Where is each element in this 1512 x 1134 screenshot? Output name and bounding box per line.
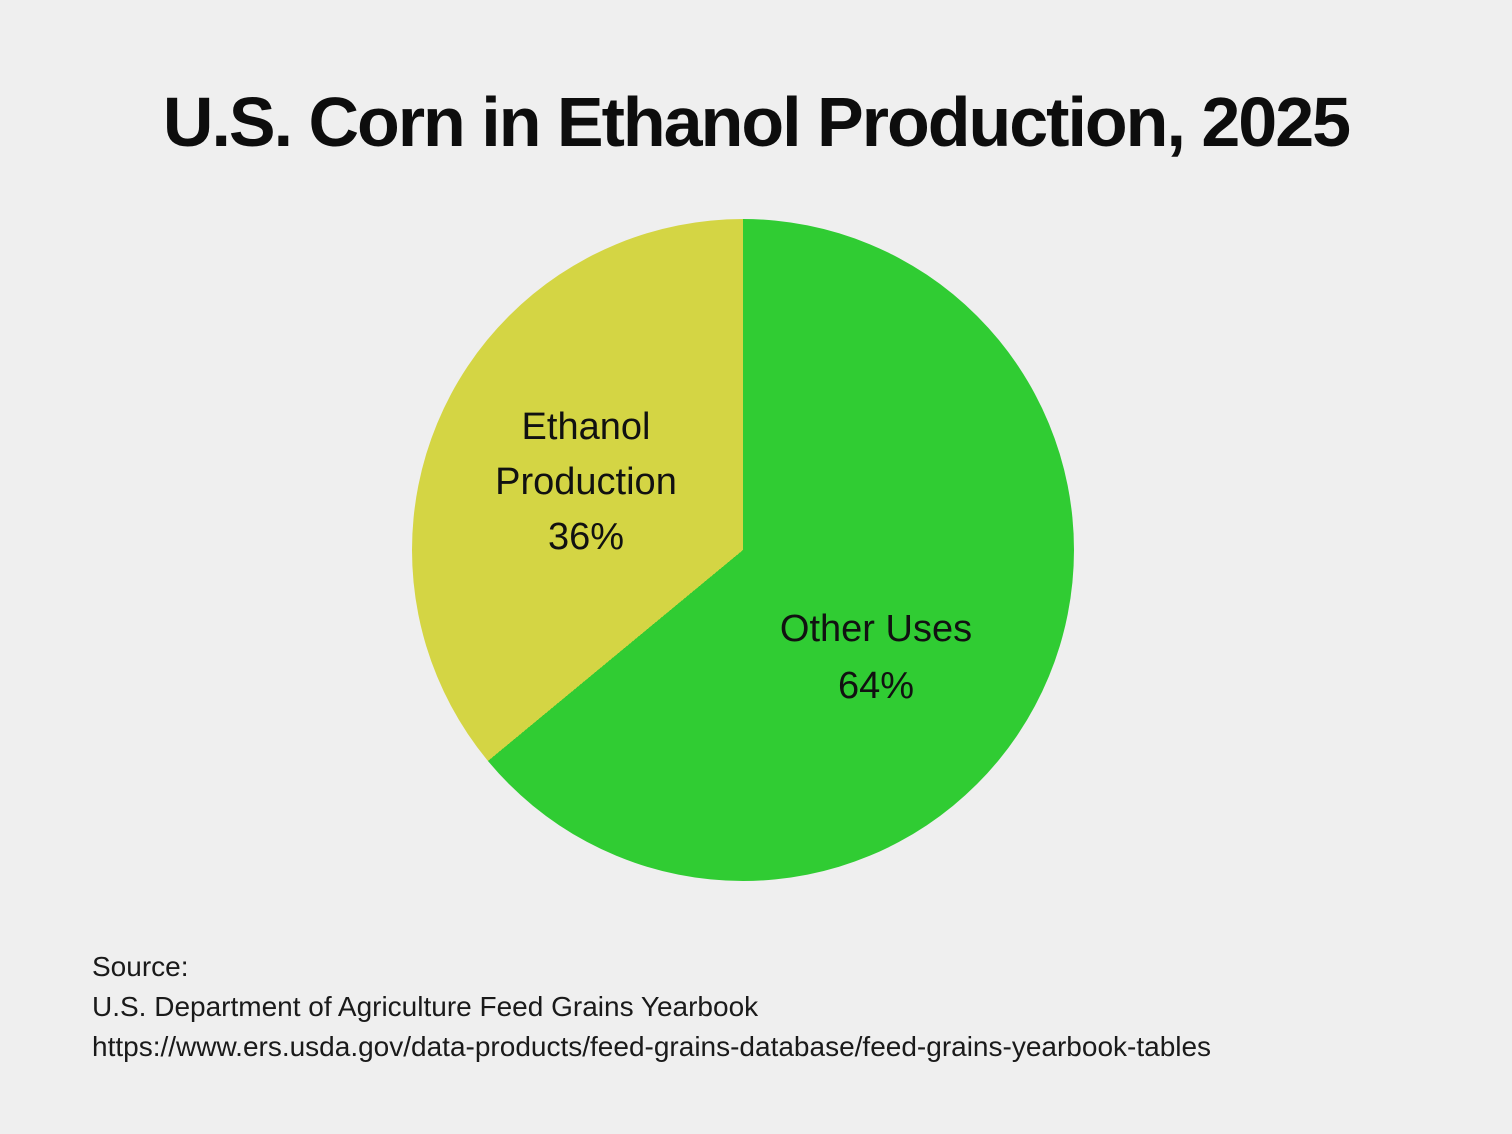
source-organization: U.S. Department of Agriculture Feed Grai… (92, 991, 759, 1022)
source-block: Source: U.S. Department of Agriculture F… (92, 947, 1211, 1067)
slice-label-text: Ethanol Production (495, 406, 677, 503)
chart-title: U.S. Corn in Ethanol Production, 2025 (162, 83, 1351, 161)
pie-chart (412, 219, 1074, 881)
slice-label-ethanol-production: Ethanol Production 36% (446, 400, 726, 565)
slice-value: 36% (547, 516, 625, 558)
slice-label-text: Other Uses (779, 608, 973, 650)
source-url: https://www.ers.usda.gov/data-products/f… (92, 1031, 1212, 1062)
slice-label-other-uses: Other Uses 64% (726, 601, 1026, 715)
source-label: Source: (92, 951, 189, 982)
slice-value: 64% (837, 665, 915, 707)
